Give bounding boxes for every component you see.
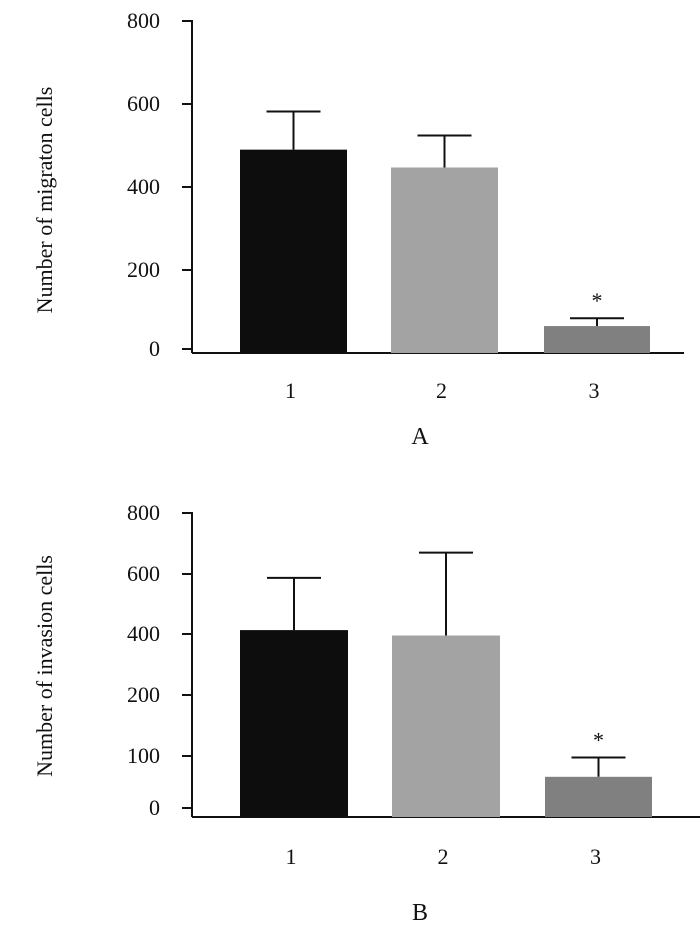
bar [240, 149, 347, 353]
y-tick-label: 0 [149, 336, 160, 361]
x-tick-label: 3 [590, 844, 601, 869]
y-tick-label: 800 [127, 8, 160, 33]
panel-label: A [411, 424, 429, 450]
y-tick-label: 400 [127, 174, 160, 199]
x-tick-label: 1 [286, 844, 297, 869]
x-tick-label: 2 [438, 844, 449, 869]
bar-group: 1 2 3 * [240, 551, 652, 869]
bar-group: 1 2 3 * [240, 110, 650, 403]
y-tick-group: 0 200 400 600 800 [127, 8, 192, 361]
y-tick-label: 800 [127, 500, 160, 525]
panel-label: B [412, 900, 428, 926]
y-tick-label: 100 [127, 743, 160, 768]
bar [545, 776, 652, 817]
bar [392, 635, 500, 817]
x-tick-label: 3 [589, 378, 600, 403]
y-axis-label: Number of migraton cells [32, 87, 57, 314]
y-tick-label: 400 [127, 621, 160, 646]
y-axis-label: Number of invasion cells [32, 555, 57, 777]
significance-marker: * [593, 728, 604, 753]
x-tick-label: 1 [285, 378, 296, 403]
chart-panel-b: Number of invasion cells 0 100 200 400 600 80… [32, 500, 700, 926]
y-tick-label: 200 [127, 257, 160, 282]
chart-panel-a: Number of migraton cells 0 200 400 600 800 1… [32, 8, 684, 450]
y-tick-label: 600 [127, 91, 160, 116]
bar [391, 167, 498, 353]
y-tick-group: 0 100 200 400 600 800 [127, 500, 192, 820]
y-tick-label: 0 [149, 795, 160, 820]
bar [544, 326, 650, 353]
x-tick-label: 2 [436, 378, 447, 403]
bar [240, 630, 348, 817]
y-tick-label: 600 [127, 561, 160, 586]
y-tick-label: 200 [127, 682, 160, 707]
significance-marker: * [592, 288, 603, 313]
